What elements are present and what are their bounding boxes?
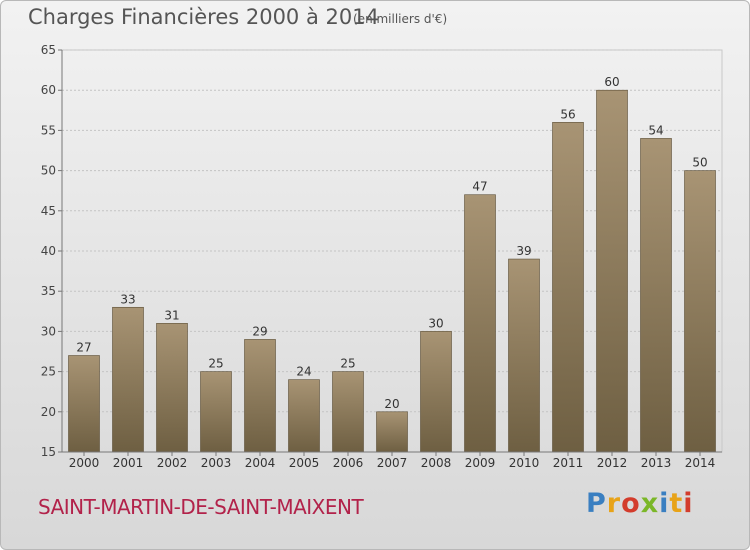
x-tick-label-2005: 2005 <box>289 456 320 470</box>
y-tick-label: 45 <box>41 204 56 218</box>
data-label-2008: 30 <box>428 316 443 330</box>
bar-2001 <box>112 306 144 453</box>
logo-letter: t <box>669 488 684 519</box>
bar-2008 <box>420 331 452 453</box>
x-tick-label-2008: 2008 <box>421 456 452 470</box>
commune-name: SAINT-MARTIN-DE-SAINT-MAIXENT <box>38 495 364 519</box>
y-tick-label: 40 <box>41 244 56 258</box>
data-label-2013: 54 <box>648 123 663 137</box>
x-tick-label-2012: 2012 <box>597 456 628 470</box>
x-tick-label-2002: 2002 <box>157 456 188 470</box>
y-tick-label: 65 <box>41 43 56 57</box>
chart-title: Charges Financières 2000 à 2014 <box>28 5 379 29</box>
bars <box>68 89 716 453</box>
bar-2000 <box>68 355 100 453</box>
data-label-2007: 20 <box>384 397 399 411</box>
y-tick-label: 25 <box>41 365 56 379</box>
y-axis: 15 20 25 30 35 40 45 50 55 60 65 <box>41 43 63 459</box>
data-label-2006: 25 <box>340 357 355 371</box>
logo-letter: x <box>640 488 660 519</box>
logo-letter: P <box>586 488 607 519</box>
bar-2012 <box>596 89 628 453</box>
data-label-2012: 60 <box>604 75 619 89</box>
bar-2014 <box>684 170 716 453</box>
bar-2010 <box>508 258 540 453</box>
logo-letter: i <box>683 488 694 519</box>
x-tick-label-2006: 2006 <box>333 456 364 470</box>
data-label-2010: 39 <box>516 244 531 258</box>
x-axis: 2000 2001 2002 2003 2004 2005 2006 2007 2008 2009… <box>62 451 722 470</box>
x-tick-label-2001: 2001 <box>113 456 144 470</box>
logo-letter: r <box>606 488 622 519</box>
x-tick-label-2000: 2000 <box>69 456 100 470</box>
y-tick-label: 55 <box>41 123 56 137</box>
bar-2007 <box>376 411 408 453</box>
data-label-2002: 31 <box>164 308 179 322</box>
data-label-2004: 29 <box>252 324 267 338</box>
y-tick-label: 15 <box>41 445 56 459</box>
x-tick-label-2010: 2010 <box>509 456 540 470</box>
data-label-2001: 33 <box>120 292 135 306</box>
logo-letter: i <box>659 488 670 519</box>
bar-2011 <box>552 122 584 453</box>
bar-2013 <box>640 138 672 453</box>
proxiti-logo: Proxiti <box>586 488 694 519</box>
x-tick-label-2004: 2004 <box>245 456 276 470</box>
x-tick-label-2011: 2011 <box>553 456 584 470</box>
y-tick-label: 35 <box>41 284 56 298</box>
data-label-2009: 47 <box>472 180 487 194</box>
y-tick-label: 60 <box>41 83 56 97</box>
data-label-2003: 25 <box>208 357 223 371</box>
bar-2003 <box>200 371 232 453</box>
bar-2006 <box>332 371 364 453</box>
data-label-2014: 50 <box>692 156 707 170</box>
data-label-2011: 56 <box>560 107 575 121</box>
bar-2005 <box>288 379 320 453</box>
data-label-2000: 27 <box>76 341 91 355</box>
y-tick-label: 20 <box>41 405 56 419</box>
bar-2009 <box>464 194 496 453</box>
y-tick-label: 50 <box>41 164 56 178</box>
x-tick-label-2014: 2014 <box>685 456 716 470</box>
data-label-2005: 24 <box>296 365 311 379</box>
x-tick-label-2013: 2013 <box>641 456 672 470</box>
data-labels: 27 33 31 25 29 24 25 20 30 47 39 56 60 54 50 <box>76 75 707 411</box>
bar-2004 <box>244 339 276 453</box>
x-tick-label-2007: 2007 <box>377 456 408 470</box>
y-tick-label: 30 <box>41 324 56 338</box>
x-tick-label-2003: 2003 <box>201 456 232 470</box>
x-tick-label-2009: 2009 <box>465 456 496 470</box>
logo-letter: o <box>621 488 641 519</box>
chart-subtitle: (en milliers d'€) <box>353 12 448 26</box>
bar-2002 <box>156 323 188 453</box>
